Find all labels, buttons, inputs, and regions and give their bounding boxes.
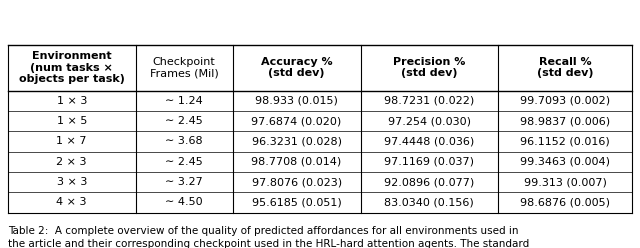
- Text: ∼ 1.24: ∼ 1.24: [165, 96, 203, 106]
- Text: 97.254 (0.030): 97.254 (0.030): [388, 116, 471, 126]
- Text: 96.3231 (0.028): 96.3231 (0.028): [252, 136, 342, 146]
- Text: 98.7231 (0.022): 98.7231 (0.022): [384, 96, 474, 106]
- Text: Table 2:  A complete overview of the quality of predicted affordances for all en: Table 2: A complete overview of the qual…: [8, 226, 529, 248]
- Text: 97.8076 (0.023): 97.8076 (0.023): [252, 177, 342, 187]
- Text: 98.933 (0.015): 98.933 (0.015): [255, 96, 338, 106]
- Text: Precision %
(std dev): Precision % (std dev): [393, 57, 465, 78]
- Text: ∼ 2.45: ∼ 2.45: [165, 116, 203, 126]
- Text: Checkpoint
Frames (Mil): Checkpoint Frames (Mil): [150, 57, 218, 78]
- Text: 98.9837 (0.006): 98.9837 (0.006): [520, 116, 610, 126]
- Text: 96.1152 (0.016): 96.1152 (0.016): [520, 136, 610, 146]
- Text: 4 × 3: 4 × 3: [56, 197, 87, 207]
- Text: 1 × 5: 1 × 5: [56, 116, 87, 126]
- Text: 99.3463 (0.004): 99.3463 (0.004): [520, 157, 610, 167]
- Text: 1 × 3: 1 × 3: [56, 96, 87, 106]
- Text: ∼ 3.27: ∼ 3.27: [165, 177, 203, 187]
- Text: 97.1169 (0.037): 97.1169 (0.037): [384, 157, 474, 167]
- Text: 95.6185 (0.051): 95.6185 (0.051): [252, 197, 342, 207]
- Text: 3 × 3: 3 × 3: [56, 177, 87, 187]
- Text: 92.0896 (0.077): 92.0896 (0.077): [384, 177, 474, 187]
- Text: Accuracy %
(std dev): Accuracy % (std dev): [260, 57, 332, 78]
- Text: 99.313 (0.007): 99.313 (0.007): [524, 177, 607, 187]
- Text: Environment
(num tasks ×
objects per task): Environment (num tasks × objects per tas…: [19, 51, 125, 84]
- Text: Recall %
(std dev): Recall % (std dev): [537, 57, 593, 78]
- Text: ∼ 4.50: ∼ 4.50: [165, 197, 203, 207]
- Text: 83.0340 (0.156): 83.0340 (0.156): [385, 197, 474, 207]
- Text: ∼ 2.45: ∼ 2.45: [165, 157, 203, 167]
- Text: 99.7093 (0.002): 99.7093 (0.002): [520, 96, 610, 106]
- Text: 97.6874 (0.020): 97.6874 (0.020): [252, 116, 342, 126]
- Text: 97.4448 (0.036): 97.4448 (0.036): [384, 136, 474, 146]
- Text: ∼ 3.68: ∼ 3.68: [165, 136, 203, 146]
- Text: 98.6876 (0.005): 98.6876 (0.005): [520, 197, 610, 207]
- Text: 2 × 3: 2 × 3: [56, 157, 87, 167]
- Text: 1 × 7: 1 × 7: [56, 136, 87, 146]
- Text: 98.7708 (0.014): 98.7708 (0.014): [252, 157, 342, 167]
